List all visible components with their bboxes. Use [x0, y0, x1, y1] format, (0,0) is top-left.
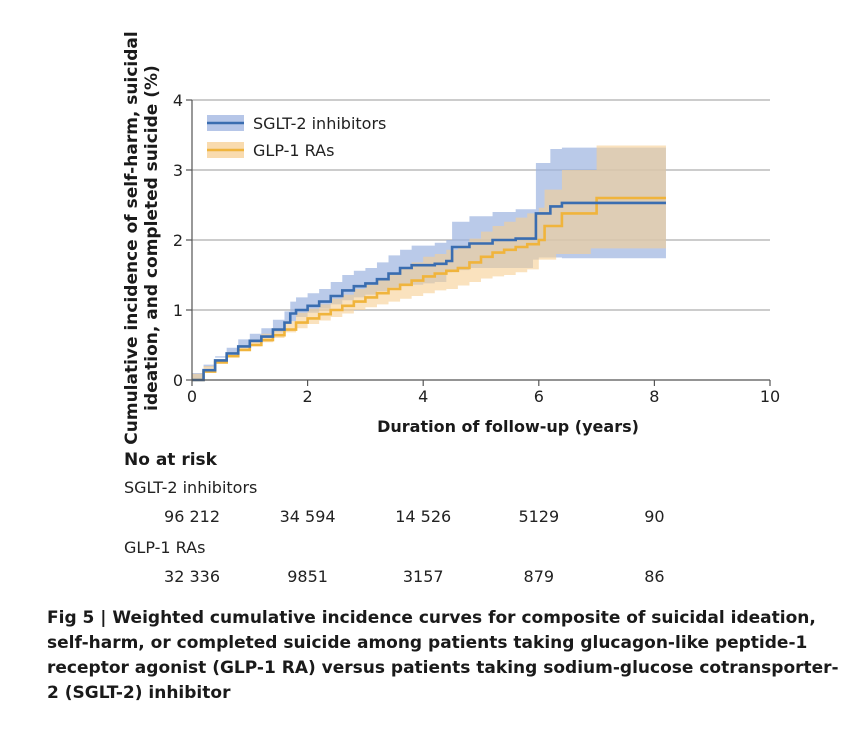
figure-caption: Fig 5 | Weighted cumulative incidence cu… — [47, 608, 839, 703]
series-lines — [192, 196, 666, 382]
axes: 0 1 2 3 4 0 2 4 6 8 10 — [173, 91, 780, 406]
risk-table-title: No at risk — [124, 450, 217, 470]
x-tick-label-0: 0 — [187, 387, 197, 406]
y-axis-label-line-1: Cumulative incidence of self-harm, suici… — [122, 31, 142, 444]
risk-count-glp1-0: 32 336 — [164, 567, 220, 586]
risk-count-glp1-2: 9851 — [287, 567, 328, 586]
y-tick-label-1: 1 — [173, 301, 183, 320]
series-line-sglt2 — [192, 201, 666, 382]
legend-label-glp1: GLP-1 RAs — [253, 141, 334, 160]
y-axis-label-line-2: ideation, and completed suicide (%) — [142, 65, 162, 411]
y-tick-label-4: 4 — [173, 91, 183, 110]
ci-band-glp1 — [192, 145, 666, 380]
confidence-bands — [192, 145, 666, 380]
grid-lines — [192, 99, 770, 311]
series-line-glp1 — [192, 196, 666, 382]
risk-count-sglt2-0: 96 212 — [164, 507, 220, 526]
x-tick-label-8: 8 — [649, 387, 659, 406]
x-axis-label: Duration of follow-up (years) — [377, 417, 639, 436]
x-tick-label-4: 4 — [418, 387, 428, 406]
risk-count-glp1-4: 3157 — [402, 567, 444, 586]
risk-count-sglt2-2: 34 594 — [279, 507, 336, 526]
risk-count-glp1-8: 86 — [644, 567, 665, 586]
risk-count-sglt2-4: 14 526 — [395, 507, 452, 526]
y-tick-label-2: 2 — [173, 231, 183, 250]
x-tick-label-2: 2 — [303, 387, 313, 406]
risk-count-sglt2-8: 90 — [644, 507, 665, 526]
y-tick-label-0: 0 — [173, 371, 183, 390]
risk-group-glp1: GLP-1 RAs — [124, 538, 206, 557]
risk-group-sglt2: SGLT-2 inhibitors — [124, 478, 258, 497]
x-tick-label-6: 6 — [534, 387, 544, 406]
x-tick-label-10: 10 — [760, 387, 780, 406]
y-tick-label-3: 3 — [173, 161, 183, 180]
legend: SGLT-2 inhibitors GLP-1 RAs — [207, 114, 386, 160]
risk-count-glp1-6: 879 — [523, 567, 555, 586]
risk-count-sglt2-6: 5129 — [518, 507, 560, 526]
legend-label-sglt2: SGLT-2 inhibitors — [253, 114, 386, 133]
